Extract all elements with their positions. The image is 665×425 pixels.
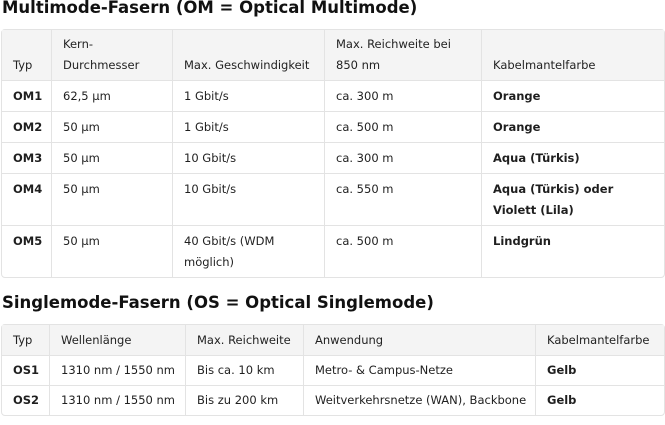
column-header-max-reichweite: Max. Reichweite bbox=[186, 325, 304, 356]
header-text: Max. Reichweite bei 850 nm bbox=[336, 37, 451, 72]
cell-reichweite: ca. 500 m bbox=[325, 112, 482, 143]
cell-kabelmantelfarbe: Lindgrün bbox=[493, 234, 551, 248]
cell-kabelmantelfarbe: Gelb bbox=[536, 356, 664, 386]
cell-geschwindigkeit: 10 Gbit/s bbox=[173, 174, 325, 226]
cell-kern-durchmesser: 50 µm bbox=[52, 112, 173, 143]
cell-typ: OM4 bbox=[2, 174, 52, 226]
cell-geschwindigkeit: 40 Gbit/s (WDM möglich) bbox=[173, 226, 325, 277]
table-row: OS1 1310 nm / 1550 nm Bis ca. 10 km Metr… bbox=[2, 356, 664, 386]
cell-reichweite: Bis ca. 10 km bbox=[186, 356, 304, 386]
cell-geschwindigkeit: 10 Gbit/s bbox=[173, 143, 325, 174]
column-header-typ: Typ bbox=[2, 325, 50, 356]
table-row: OM2 50 µm 1 Gbit/s ca. 500 m Orange bbox=[2, 112, 664, 143]
column-header-anwendung: Anwendung bbox=[304, 325, 536, 356]
cell-reichweite: Bis zu 200 km bbox=[186, 386, 304, 415]
singlemode-heading: Singlemode-Fasern (OS = Optical Singlemo… bbox=[2, 293, 434, 312]
cell-typ: OS2 bbox=[2, 386, 50, 415]
cell-reichweite: ca. 500 m bbox=[325, 226, 482, 277]
table-row: OM1 62,5 µm 1 Gbit/s ca. 300 m Orange bbox=[2, 81, 664, 112]
cell-wellenlaenge: 1310 nm / 1550 nm bbox=[50, 386, 186, 415]
column-header-typ: Typ bbox=[2, 30, 52, 81]
cell-wellenlaenge: 1310 nm / 1550 nm bbox=[50, 356, 186, 386]
column-header-kern-durchmesser: Kern- Durchmesser bbox=[52, 30, 173, 81]
cell-typ: OM5 bbox=[2, 226, 52, 277]
table-row: OM4 50 µm 10 Gbit/s ca. 550 m Aqua (Türk… bbox=[2, 174, 664, 226]
column-header-max-reichweite: Max. Reichweite bei 850 nm bbox=[325, 30, 482, 81]
cell-geschwindigkeit: 1 Gbit/s bbox=[173, 81, 325, 112]
table-row: OM3 50 µm 10 Gbit/s ca. 300 m Aqua (Türk… bbox=[2, 143, 664, 174]
cell-kabelmantelfarbe: Aqua (Türkis) oder Violett (Lila) bbox=[482, 174, 664, 226]
cell-kern-durchmesser: 50 µm bbox=[52, 143, 173, 174]
cell-kern-durchmesser: 50 µm bbox=[52, 174, 173, 226]
cell-typ: OM3 bbox=[2, 143, 52, 174]
cell-kern-durchmesser: 50 µm bbox=[52, 226, 173, 277]
cell-kabelmantelfarbe: Aqua (Türkis) bbox=[482, 143, 664, 174]
cell-reichweite: ca. 550 m bbox=[325, 174, 482, 226]
cell-anwendung: Weitverkehrsnetze (WAN), Backbone bbox=[304, 386, 536, 415]
multimode-table: Typ Kern- Durchmesser Max. Geschwindigkei… bbox=[1, 29, 665, 278]
cell-geschwindigkeit: 1 Gbit/s bbox=[173, 112, 325, 143]
table-row: OS2 1310 nm / 1550 nm Bis zu 200 km Weit… bbox=[2, 386, 664, 415]
cell-reichweite: ca. 300 m bbox=[325, 143, 482, 174]
table-header-row: Typ Kern- Durchmesser Max. Geschwindigkei… bbox=[2, 30, 664, 81]
column-header-kabelmantelfarbe: Kabelmantelfarbe bbox=[482, 30, 664, 81]
table-header-row: Typ Wellenlänge Max. Reichweite Anwendun… bbox=[2, 325, 664, 356]
column-header-kabelmantelfarbe: Kabelmantelfarbe bbox=[536, 325, 664, 356]
cell-kabelmantelfarbe: Orange bbox=[482, 112, 664, 143]
header-text: Kern- Durchmesser bbox=[63, 37, 140, 72]
multimode-heading: Multimode-Fasern (OM = Optical Multimode… bbox=[2, 0, 418, 17]
cell-reichweite: ca. 300 m bbox=[325, 81, 482, 112]
cell-kern-durchmesser: 62,5 µm bbox=[52, 81, 173, 112]
cell-kabelmantelfarbe: Orange bbox=[482, 81, 664, 112]
cell-kabelmantelfarbe: Gelb bbox=[547, 393, 577, 407]
cell-typ: OM1 bbox=[2, 81, 52, 112]
cell-typ: OS1 bbox=[2, 356, 50, 386]
table-row: OM5 50 µm 40 Gbit/s (WDM möglich) ca. 50… bbox=[2, 226, 664, 277]
cell-anwendung: Metro- & Campus-Netze bbox=[304, 356, 536, 386]
column-header-wellenlaenge: Wellenlänge bbox=[50, 325, 186, 356]
column-header-max-geschwindigkeit: Max. Geschwindigkeit bbox=[173, 30, 325, 81]
singlemode-table: Typ Wellenlänge Max. Reichweite Anwendun… bbox=[1, 324, 665, 416]
cell-typ: OM2 bbox=[2, 112, 52, 143]
